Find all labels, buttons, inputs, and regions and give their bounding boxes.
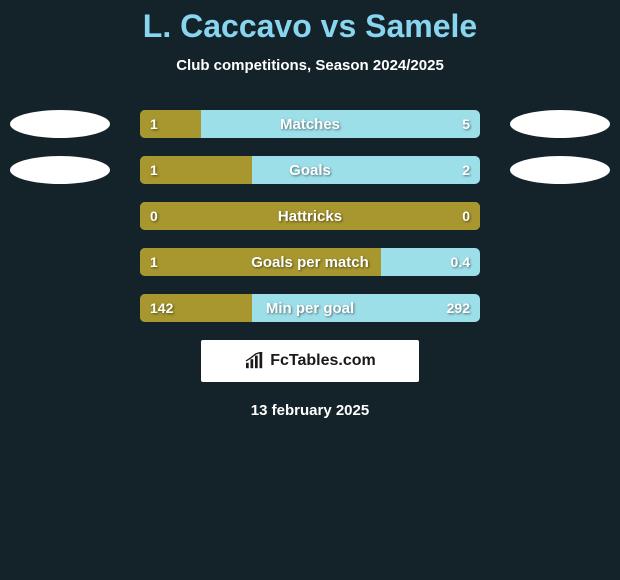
stats-area: 15Matches 12Goals 00Hattricks 10.4Goals per… [0,110,620,322]
subtitle: Club competitions, Season 2024/2025 [0,57,620,74]
stat-row: 00Hattricks [0,202,620,230]
stat-bar: 12Goals [140,156,480,184]
stat-label: Hattricks [140,202,480,230]
logo-inner: FcTables.com [244,352,376,370]
logo-text: FcTables.com [270,352,376,370]
chart-icon [244,352,266,370]
stat-label: Goals per match [140,248,480,276]
player1-avatar-oval [10,156,110,184]
stat-row: 12Goals [0,156,620,184]
player1-avatar-oval [10,110,110,138]
logo-box[interactable]: FcTables.com [201,340,419,382]
comparison-widget: L. Caccavo vs Samele Club competitions, … [0,0,620,419]
stat-bar: 00Hattricks [140,202,480,230]
player2-avatar-oval [510,110,610,138]
stat-bar: 15Matches [140,110,480,138]
player2-avatar-oval [510,156,610,184]
stat-label: Goals [140,156,480,184]
date-line: 13 february 2025 [0,402,620,419]
stat-label: Matches [140,110,480,138]
page-title: L. Caccavo vs Samele [0,8,620,45]
stat-bar: 142292Min per goal [140,294,480,322]
stat-row: 10.4Goals per match [0,248,620,276]
stat-row: 15Matches [0,110,620,138]
stat-row: 142292Min per goal [0,294,620,322]
stat-label: Min per goal [140,294,480,322]
stat-bar: 10.4Goals per match [140,248,480,276]
